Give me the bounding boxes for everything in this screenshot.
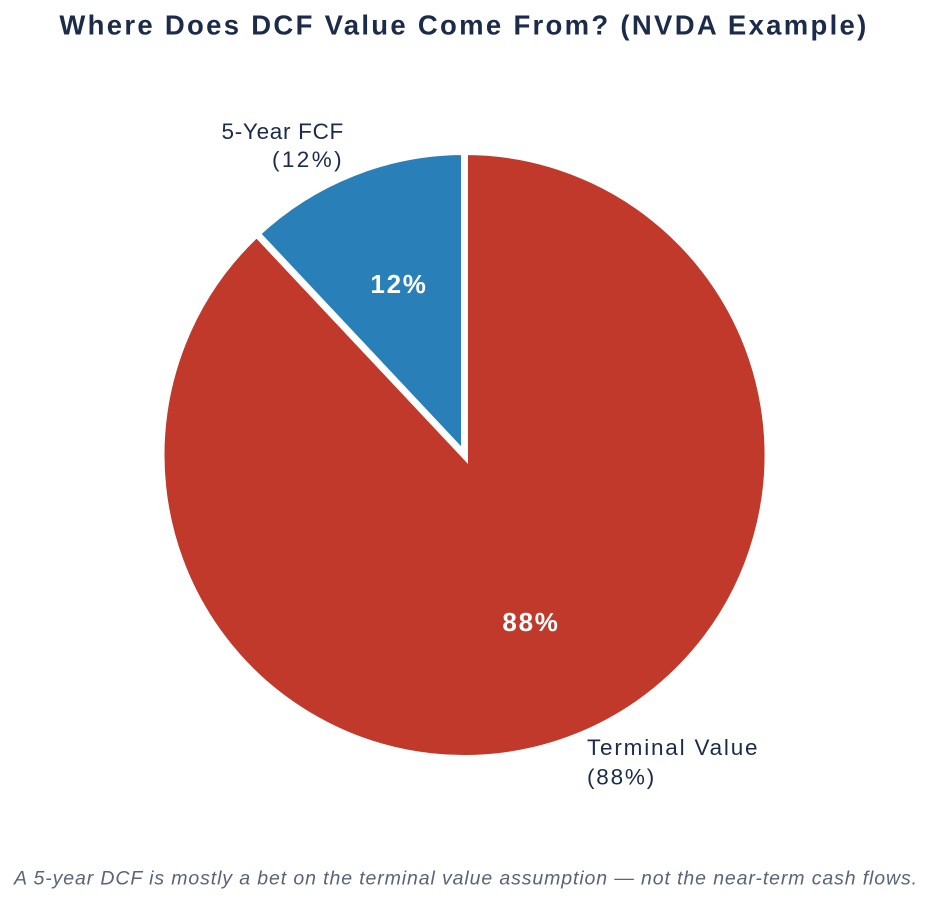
svg-text:88%: 88% (502, 607, 559, 637)
svg-text:(88%): (88%) (587, 765, 656, 790)
svg-text:5-Year FCF: 5-Year FCF (222, 119, 344, 144)
svg-text:A 5-year DCF is mostly a bet o: A 5-year DCF is mostly a bet on the term… (13, 868, 918, 890)
svg-text:Where Does DCF Value Come From: Where Does DCF Value Come From? (NVDA Ex… (59, 10, 868, 41)
svg-text:12%: 12% (370, 269, 427, 299)
svg-text:Terminal Value: Terminal Value (587, 735, 759, 760)
svg-text:(12%): (12%) (272, 147, 344, 172)
